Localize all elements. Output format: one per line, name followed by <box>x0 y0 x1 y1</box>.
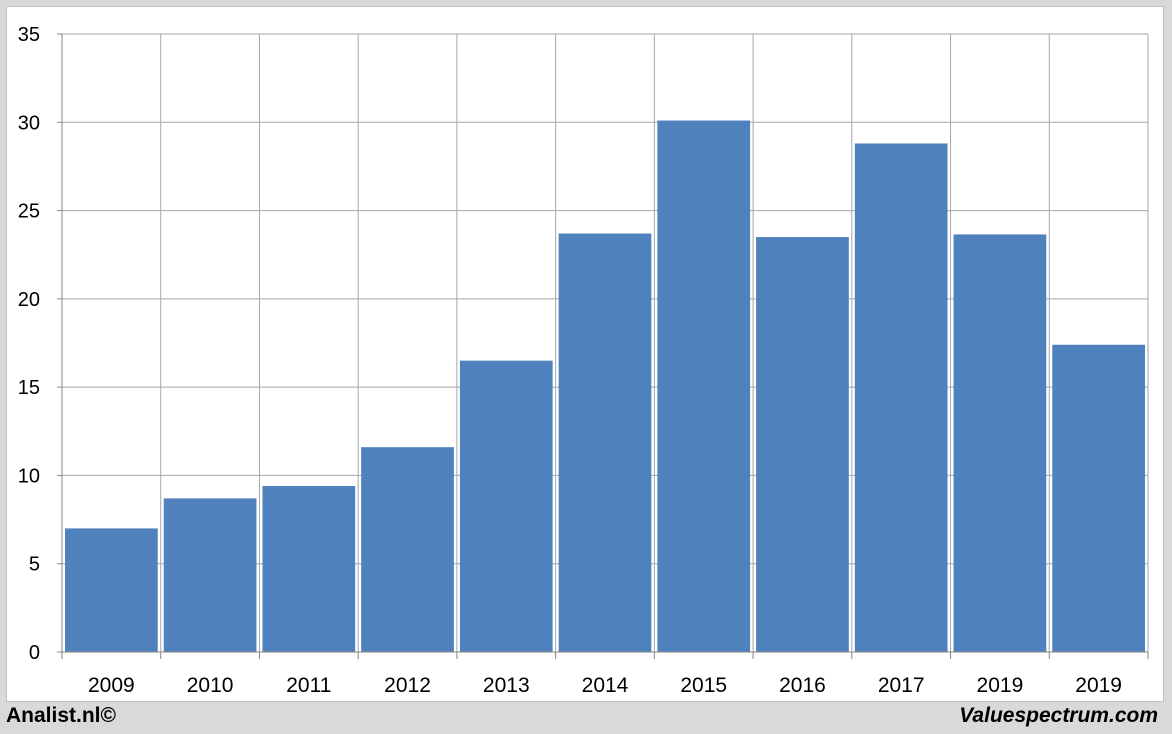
y-tick-label: 35 <box>18 24 40 46</box>
bar <box>262 486 356 652</box>
bar <box>657 120 751 652</box>
x-tick-label: 2019 <box>1075 674 1122 697</box>
x-tick-label: 2019 <box>977 674 1024 697</box>
x-tick-label: 2009 <box>88 674 135 697</box>
axes <box>57 33 1149 659</box>
bar <box>361 447 454 652</box>
x-tick-labels: 2009 2010 2011 2012 2013 2014 2015 2016 2017 2019… <box>88 674 1122 697</box>
y-tick-label: 10 <box>18 465 40 487</box>
bars <box>65 120 1145 653</box>
bar <box>65 528 158 652</box>
y-tick-label: 30 <box>18 112 40 134</box>
x-tick-label: 2012 <box>384 674 431 697</box>
x-tick-label: 2017 <box>878 674 925 697</box>
footer-source-right: Valuespectrum.com <box>959 704 1158 727</box>
x-tick-label: 2016 <box>779 674 826 697</box>
x-tick-label: 2015 <box>680 674 727 697</box>
y-tick-label: 20 <box>18 289 40 311</box>
bar <box>854 143 948 652</box>
y-tick-labels: 0 5 10 15 20 25 30 35 <box>18 24 40 664</box>
bar <box>953 234 1047 652</box>
x-tick-label: 2010 <box>187 674 234 697</box>
x-tick-label: 2011 <box>286 674 331 697</box>
bar <box>1052 344 1145 652</box>
y-tick-label: 0 <box>29 642 40 664</box>
y-tick-label: 5 <box>29 554 40 576</box>
x-tick-label: 2013 <box>483 674 530 697</box>
footer-source-left: Analist.nl© <box>6 704 116 727</box>
bar <box>459 360 553 652</box>
x-tick-label: 2014 <box>582 674 629 697</box>
bar <box>163 498 257 652</box>
y-tick-label: 15 <box>18 377 40 399</box>
bar <box>756 237 849 653</box>
bar <box>558 233 652 653</box>
y-tick-label: 25 <box>18 201 40 223</box>
